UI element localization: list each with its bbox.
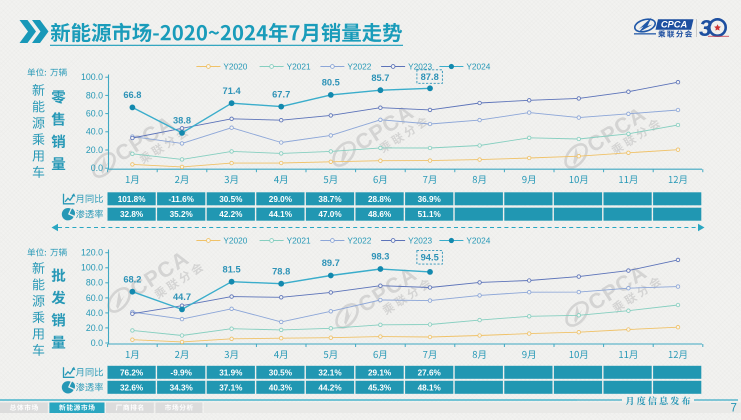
svg-text:100.0: 100.0 [81, 263, 103, 273]
svg-text:100.0: 100.0 [81, 72, 103, 82]
svg-text:98.3: 98.3 [371, 252, 389, 262]
svg-text:67.7: 67.7 [272, 89, 290, 99]
svg-text:-9.9%: -9.9% [171, 368, 193, 377]
svg-text:20.0: 20.0 [86, 323, 103, 333]
svg-text:47.0%: 47.0% [318, 210, 342, 219]
svg-text:30.5%: 30.5% [269, 368, 293, 377]
svg-text:68.2: 68.2 [123, 274, 141, 284]
svg-text:32.1%: 32.1% [318, 368, 342, 377]
svg-text:CPCA: CPCA [583, 102, 651, 157]
svg-text:30.5%: 30.5% [219, 195, 243, 204]
svg-text:Y2021: Y2021 [287, 61, 311, 71]
svg-text:36.9%: 36.9% [418, 195, 442, 204]
svg-text:42.2%: 42.2% [219, 210, 243, 219]
svg-text:35.2%: 35.2% [170, 210, 194, 219]
svg-text:40.0: 40.0 [86, 127, 103, 137]
svg-text:Y2023: Y2023 [408, 61, 432, 71]
svg-text:44.7: 44.7 [173, 292, 191, 302]
svg-text:45.3%: 45.3% [368, 383, 392, 392]
svg-text:38.7%: 38.7% [318, 195, 342, 204]
svg-text:40.3%: 40.3% [269, 383, 293, 392]
svg-text:78.8: 78.8 [272, 266, 290, 276]
svg-text:66.8: 66.8 [123, 90, 141, 100]
svg-text:48.6%: 48.6% [368, 210, 392, 219]
svg-text:Y2024: Y2024 [466, 61, 490, 71]
svg-text:29.1%: 29.1% [368, 368, 392, 377]
svg-text:20.0: 20.0 [86, 145, 103, 155]
svg-text:0.0: 0.0 [91, 338, 103, 348]
svg-text:7: 7 [731, 403, 737, 415]
svg-text:34.3%: 34.3% [170, 383, 194, 392]
svg-text:81.5: 81.5 [223, 264, 241, 274]
svg-text:76.2%: 76.2% [120, 368, 144, 377]
svg-text:3: 3 [699, 15, 712, 41]
svg-text:31.9%: 31.9% [219, 368, 243, 377]
svg-text:80.5: 80.5 [322, 78, 340, 88]
svg-text:32.8%: 32.8% [120, 210, 144, 219]
svg-text:Y2022: Y2022 [347, 235, 371, 245]
svg-text:48.1%: 48.1% [418, 383, 442, 392]
svg-text:40.0: 40.0 [86, 308, 103, 318]
svg-text:85.7: 85.7 [371, 73, 389, 83]
svg-text:Y2023: Y2023 [408, 235, 432, 245]
svg-text:-11.6%: -11.6% [168, 195, 194, 204]
svg-text:60.0: 60.0 [86, 293, 103, 303]
svg-text:94.5: 94.5 [421, 253, 439, 263]
svg-text:0.0: 0.0 [91, 163, 103, 173]
svg-text:27.6%: 27.6% [418, 368, 442, 377]
svg-text:Y2021: Y2021 [287, 235, 311, 245]
svg-text:CPCA: CPCA [661, 20, 688, 30]
svg-text:32.6%: 32.6% [120, 383, 144, 392]
svg-text:Y2024: Y2024 [466, 235, 490, 245]
svg-text:29.0%: 29.0% [269, 195, 293, 204]
svg-text:44.2%: 44.2% [318, 383, 342, 392]
svg-text:71.4: 71.4 [223, 86, 242, 96]
svg-text:Y2020: Y2020 [223, 61, 247, 71]
svg-text:80.0: 80.0 [86, 90, 103, 100]
svg-text:Y2020: Y2020 [223, 235, 247, 245]
svg-text:101.8%: 101.8% [118, 195, 146, 204]
svg-text:51.1%: 51.1% [418, 210, 442, 219]
svg-text:44.1%: 44.1% [269, 210, 293, 219]
svg-text:120.0: 120.0 [81, 248, 103, 258]
svg-text:89.7: 89.7 [322, 258, 340, 268]
svg-text:37.1%: 37.1% [219, 383, 243, 392]
svg-text:60.0: 60.0 [86, 109, 103, 119]
svg-text:Y2022: Y2022 [347, 61, 371, 71]
svg-text:80.0: 80.0 [86, 278, 103, 288]
svg-text:38.8: 38.8 [173, 116, 191, 126]
svg-text:87.8: 87.8 [421, 72, 439, 82]
svg-text:28.8%: 28.8% [368, 195, 392, 204]
